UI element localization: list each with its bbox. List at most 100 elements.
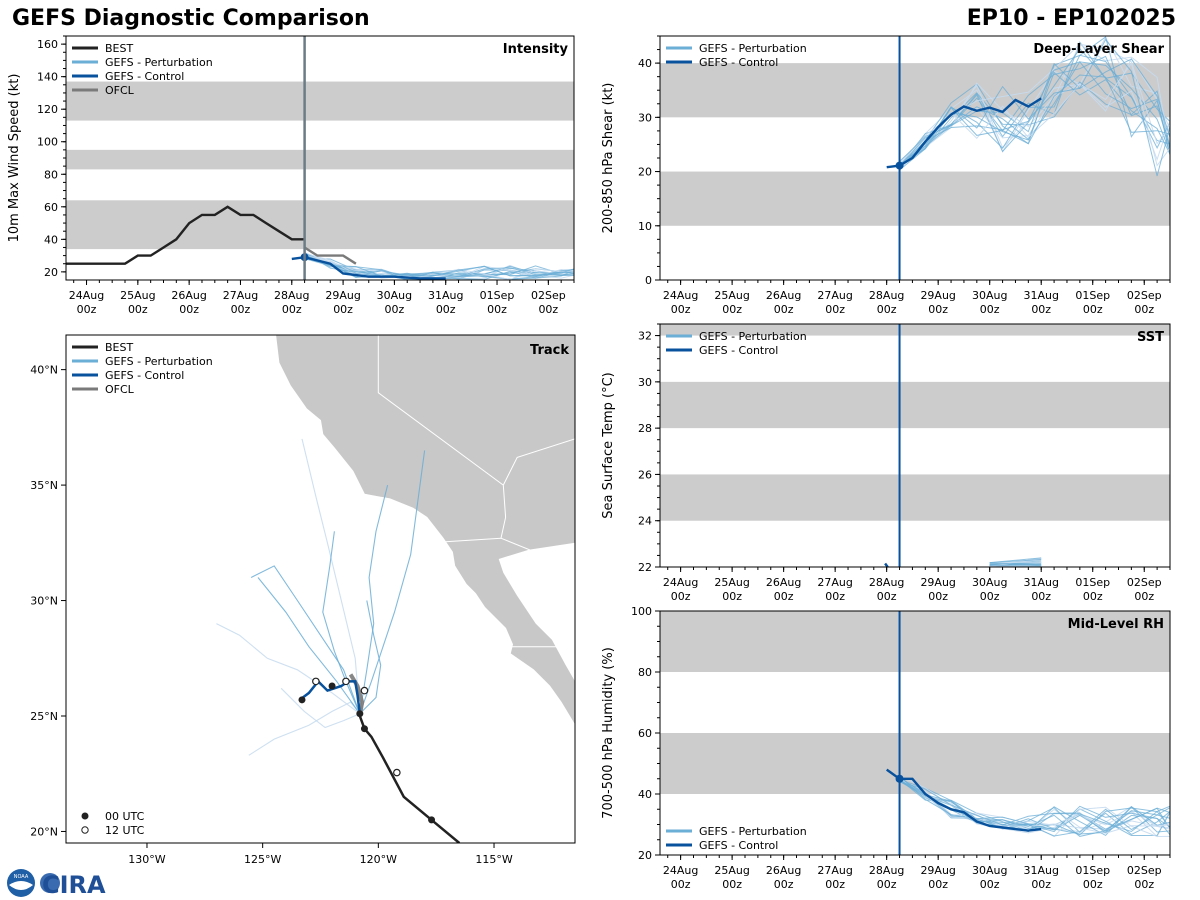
y-tick-label: 100 xyxy=(37,136,58,149)
perturbation-line xyxy=(899,780,1170,835)
marker-00utc xyxy=(298,696,306,704)
band-0 xyxy=(660,171,1170,226)
legend-label: GEFS - Perturbation xyxy=(699,825,807,838)
x-tick-hour: 00z xyxy=(487,303,507,316)
lat-tick-label: 40°N xyxy=(30,364,58,377)
y-tick-label: 30 xyxy=(638,111,652,124)
axes-frame xyxy=(659,323,1171,568)
x-tick-hour: 00z xyxy=(436,303,456,316)
perturbation-line xyxy=(899,74,1170,165)
legend-label: GEFS - Control xyxy=(105,369,184,382)
x-tick-date: 31Aug xyxy=(1023,576,1058,589)
x-tick-date: 31Aug xyxy=(1023,864,1058,877)
x-tick-hour: 00z xyxy=(877,303,897,316)
perturbation-track xyxy=(359,450,426,714)
control-track xyxy=(298,679,362,714)
x-tick-hour: 00z xyxy=(1134,590,1154,603)
x-tick-date: 29Aug xyxy=(920,289,955,302)
x-tick-hour: 00z xyxy=(928,590,948,603)
y-tick-label: 24 xyxy=(638,515,652,528)
y-tick-label: 30 xyxy=(638,376,652,389)
x-tick-hour: 00z xyxy=(1031,878,1051,891)
x-tick-date: 01Sep xyxy=(1075,289,1110,302)
x-tick-hour: 00z xyxy=(774,303,794,316)
x-tick-date: 28Aug xyxy=(274,289,309,302)
y-tick-label: 40 xyxy=(638,788,652,801)
legend-label: GEFS - Perturbation xyxy=(105,355,213,368)
map-frame xyxy=(65,334,576,844)
y-tick-label: 80 xyxy=(44,168,58,181)
marker-00utc xyxy=(328,682,336,690)
x-tick-hour: 00z xyxy=(722,303,742,316)
band-0 xyxy=(660,474,1170,521)
band-2 xyxy=(660,324,1170,336)
panel-title: Track xyxy=(530,343,569,358)
x-tick-date: 30Aug xyxy=(972,864,1007,877)
state-border xyxy=(377,335,504,486)
x-tick-date: 27Aug xyxy=(817,576,852,589)
perturbation-line xyxy=(989,557,1042,564)
marker-12utc xyxy=(360,686,369,695)
y-tick-label: 20 xyxy=(44,266,58,279)
plot-area xyxy=(660,36,1170,226)
panel-title: Deep-Layer Shear xyxy=(1033,42,1164,57)
x-tick-hour: 00z xyxy=(671,878,691,891)
x-tick-hour: 00z xyxy=(1083,878,1103,891)
x-tick-date: 25Aug xyxy=(714,289,749,302)
x-tick-date: 30Aug xyxy=(972,289,1007,302)
perturbation-line xyxy=(899,781,1170,837)
noaa-cira-logo: NOAA CIRA xyxy=(7,869,106,898)
legend-label: 00 UTC xyxy=(105,810,145,823)
x-tick-date: 01Sep xyxy=(1075,864,1110,877)
lat-tick-label: 25°N xyxy=(30,710,58,723)
lat-tick-label: 20°N xyxy=(30,825,58,838)
legend-label: BEST xyxy=(105,341,133,354)
x-tick-hour: 00z xyxy=(877,590,897,603)
x-tick-date: 24Aug xyxy=(663,576,698,589)
chart-sst: 22242628303224Aug00z25Aug00z26Aug00z27Au… xyxy=(601,323,1171,603)
lon-tick-label: 130°W xyxy=(128,853,165,866)
map-area xyxy=(216,335,575,843)
series-ofcl xyxy=(303,246,357,265)
x-tick-date: 26Aug xyxy=(171,289,206,302)
x-tick-hour: 00z xyxy=(722,590,742,603)
x-tick-date: 24Aug xyxy=(69,289,104,302)
x-tick-hour: 00z xyxy=(928,878,948,891)
x-tick-date: 01Sep xyxy=(480,289,515,302)
chart-rh: 2040608010024Aug00z25Aug00z26Aug00z27Aug… xyxy=(601,605,1171,891)
x-tick-date: 24Aug xyxy=(663,864,698,877)
y-tick-label: 26 xyxy=(638,468,652,481)
plot-area xyxy=(660,611,1170,838)
perturbation-line xyxy=(899,61,1170,170)
perturbation-line xyxy=(899,775,1170,832)
state-border xyxy=(500,485,507,539)
x-tick-date: 25Aug xyxy=(714,576,749,589)
x-tick-date: 27Aug xyxy=(817,289,852,302)
perturbation-line xyxy=(899,38,1170,177)
y-axis-label: 200-850 hPa Shear (kt) xyxy=(601,83,616,234)
x-tick-hour: 00z xyxy=(671,590,691,603)
x-tick-date: 30Aug xyxy=(377,289,412,302)
legend-label: 12 UTC xyxy=(105,824,145,837)
perturbation-track xyxy=(359,600,382,715)
perturbation-line xyxy=(899,780,1170,835)
perturbation-track xyxy=(216,623,361,715)
band-0 xyxy=(660,733,1170,794)
legend-label: GEFS - Control xyxy=(699,839,778,852)
marker-12utc xyxy=(342,677,350,686)
legend-label: GEFS - Control xyxy=(699,344,778,357)
x-tick-hour: 00z xyxy=(774,590,794,603)
lon-tick-label: 115°W xyxy=(475,853,512,866)
x-tick-hour: 00z xyxy=(179,303,199,316)
x-tick-hour: 00z xyxy=(1031,303,1051,316)
legend-label: OFCL xyxy=(105,383,135,396)
perturbation-line xyxy=(899,776,1170,837)
marker-00utc xyxy=(360,725,368,733)
x-tick-date: 26Aug xyxy=(766,289,801,302)
perturbation-track xyxy=(359,484,389,714)
lat-tick-label: 35°N xyxy=(30,479,58,492)
y-tick-label: 40 xyxy=(44,233,58,246)
x-tick-hour: 00z xyxy=(1083,303,1103,316)
perturbation-line xyxy=(899,778,1170,831)
